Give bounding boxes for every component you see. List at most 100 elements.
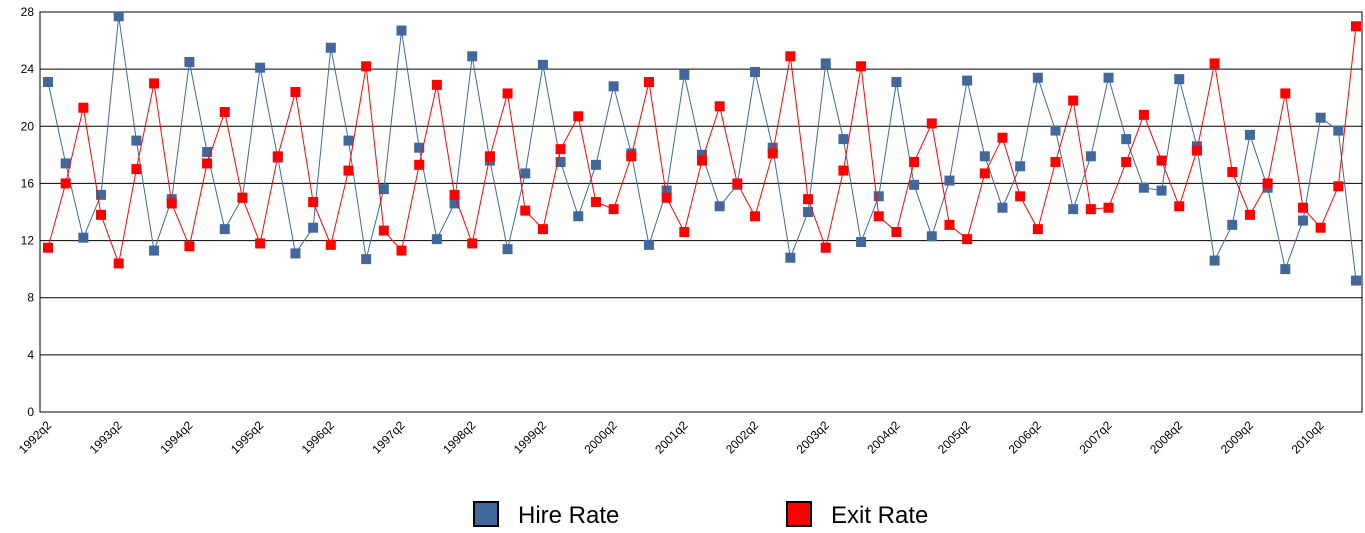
point — [1015, 161, 1026, 172]
point — [997, 132, 1008, 143]
point — [661, 192, 672, 203]
point — [697, 149, 707, 160]
point — [1174, 74, 1185, 85]
point — [537, 59, 548, 70]
point — [96, 209, 107, 220]
point — [979, 168, 990, 179]
point — [396, 25, 407, 36]
point — [856, 61, 867, 72]
point — [78, 102, 89, 113]
point — [979, 151, 990, 162]
point — [308, 197, 319, 207]
x-tick-label: 1994q2 — [157, 418, 195, 456]
point — [873, 211, 884, 222]
x-tick-label: 2002q2 — [723, 418, 761, 456]
y-tick-label: 4 — [27, 348, 34, 362]
point — [149, 78, 160, 89]
point — [803, 207, 814, 217]
point — [60, 178, 71, 189]
point — [378, 225, 389, 236]
point — [873, 191, 884, 202]
point — [626, 151, 637, 162]
point — [732, 178, 743, 189]
point — [962, 75, 973, 86]
point — [449, 198, 460, 209]
point — [1297, 202, 1308, 213]
point — [1068, 95, 1079, 106]
point — [343, 165, 354, 176]
point — [1209, 58, 1220, 69]
x-tick-label: 2001q2 — [652, 418, 690, 456]
point — [43, 242, 53, 253]
point — [714, 101, 725, 112]
point — [555, 157, 566, 167]
point — [590, 197, 601, 207]
point — [1103, 202, 1114, 213]
point — [113, 258, 124, 269]
point — [184, 241, 195, 252]
point — [219, 107, 230, 117]
point — [502, 88, 513, 99]
point — [838, 165, 849, 176]
point — [308, 222, 319, 233]
y-tick-label: 12 — [21, 234, 35, 248]
point — [166, 198, 177, 209]
point — [1068, 204, 1079, 215]
x-tick-label: 2003q2 — [794, 418, 832, 456]
point — [1156, 155, 1167, 166]
y-tick-label: 16 — [21, 176, 35, 190]
x-tick-label: 1997q2 — [369, 418, 407, 456]
point — [750, 67, 761, 77]
point — [1280, 264, 1291, 275]
y-tick-label: 24 — [21, 62, 35, 76]
point — [414, 142, 425, 153]
point — [272, 151, 283, 162]
x-tick-label: 1998q2 — [440, 418, 478, 456]
point — [1032, 224, 1043, 235]
point — [643, 239, 654, 250]
point — [361, 61, 372, 72]
point — [856, 237, 867, 247]
x-tick-label: 2000q2 — [582, 418, 620, 456]
point — [785, 252, 796, 263]
y-tick-label: 20 — [21, 119, 35, 133]
point — [608, 204, 619, 215]
point — [502, 244, 513, 255]
point — [467, 238, 478, 249]
legend-label: Hire Rate — [518, 502, 619, 529]
point — [1244, 129, 1255, 140]
point — [962, 234, 973, 245]
point — [944, 219, 955, 230]
point — [1050, 157, 1061, 167]
legend-swatch — [786, 501, 812, 527]
point — [520, 168, 531, 179]
point — [997, 202, 1008, 213]
plot-area — [39, 11, 1363, 413]
point — [909, 157, 920, 167]
point — [926, 231, 937, 242]
point — [573, 211, 584, 222]
x-tick-label: 2006q2 — [1006, 418, 1044, 456]
x-tick-label: 1996q2 — [299, 418, 337, 456]
x-tick-label: 2008q2 — [1147, 418, 1185, 456]
point — [661, 185, 672, 196]
point — [714, 201, 725, 212]
point — [325, 239, 336, 250]
point — [396, 245, 407, 256]
legend-swatch — [473, 501, 499, 527]
point — [131, 164, 142, 175]
point — [590, 159, 601, 170]
point — [1315, 112, 1326, 123]
point — [149, 245, 160, 256]
point — [679, 227, 690, 237]
x-tick-label: 1993q2 — [87, 418, 125, 456]
point — [1244, 209, 1255, 220]
point — [361, 254, 372, 265]
point — [1015, 191, 1026, 202]
point — [573, 111, 584, 122]
point — [1103, 72, 1114, 83]
point — [1351, 21, 1361, 32]
point — [78, 232, 89, 243]
y-tick-label: 28 — [21, 5, 35, 19]
